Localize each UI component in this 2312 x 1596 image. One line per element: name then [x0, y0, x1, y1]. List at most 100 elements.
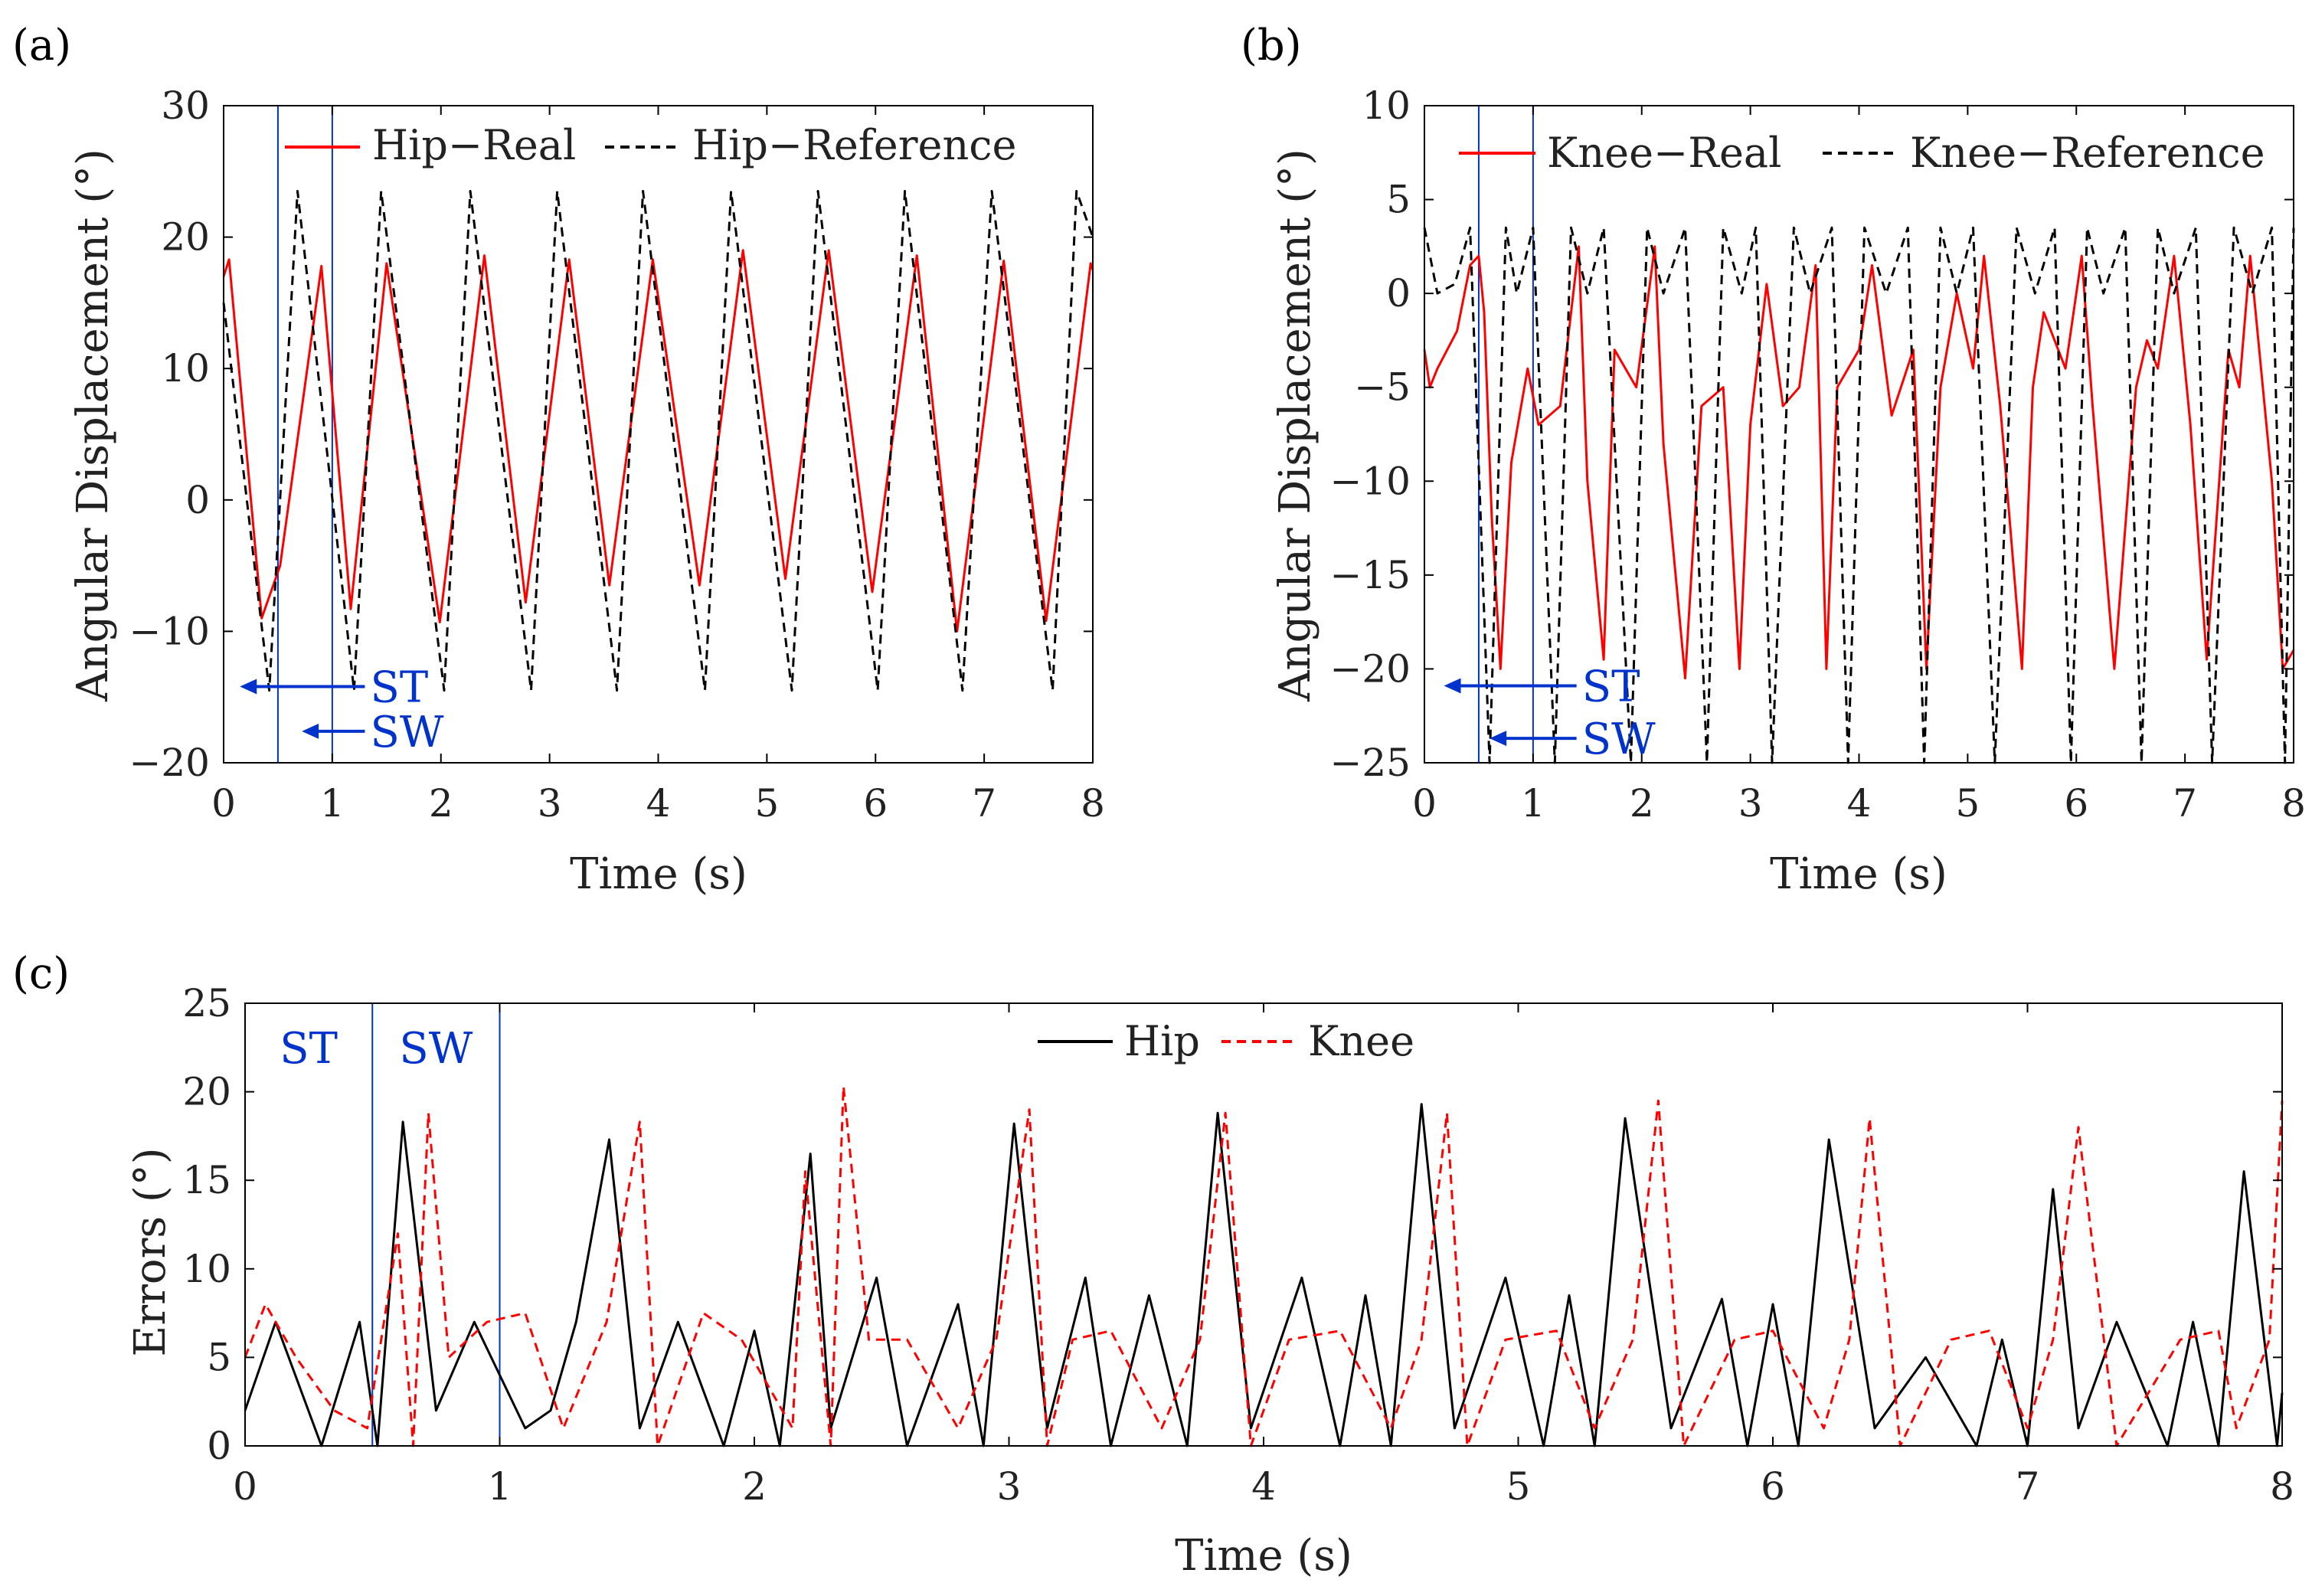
panel-label-b: (b): [1241, 21, 1302, 70]
series-line-hip: [244, 1103, 2284, 1447]
series-line-hip-real: [222, 249, 1094, 633]
x-tick-label: 7: [2016, 1464, 2040, 1509]
legend-label-hip: Hip: [1124, 1017, 1200, 1065]
legend-label-knee: Knee: [1308, 1017, 1414, 1065]
legend-label-knee-reference: Knee−Reference: [1910, 129, 2265, 177]
y-tick-label: 5: [207, 1335, 231, 1379]
x-tick-label: 4: [1847, 781, 1872, 826]
x-tick-label: 6: [863, 781, 888, 826]
series-line-knee: [244, 1085, 2284, 1447]
y-tick-label: 10: [1362, 83, 1411, 128]
x-tick-label: 3: [538, 781, 562, 826]
legend-label-knee-real: Knee−Real: [1547, 129, 1781, 177]
panel-c-legend: Hip Knee: [1038, 1017, 1414, 1065]
phase-label-sw: SW: [399, 1024, 473, 1074]
phase-arrowhead-sw: [302, 723, 319, 739]
panel-b-plot-frame: [1424, 105, 2294, 764]
y-tick-label: 30: [161, 83, 210, 128]
x-tick-label: 1: [488, 1464, 512, 1509]
panel-b-y-axis-label: Angular Displacement (°): [1270, 149, 1320, 702]
x-tick-label: 3: [1738, 781, 1763, 826]
x-tick-label: 8: [2270, 1464, 2294, 1509]
x-tick-label: 4: [646, 781, 671, 826]
y-tick-label: 25: [182, 981, 231, 1025]
panel-c-phase-labels: ST SW: [280, 1024, 473, 1074]
panel-a-x-axis-label: Time (s): [570, 849, 747, 899]
x-tick-label: 5: [754, 781, 779, 826]
panel-b-legend: Knee−Real Knee−Reference: [1459, 129, 2265, 177]
panel-a-hip-angles: (a) Angular Displacement (°) Time (s) ST…: [12, 21, 1105, 899]
panel-c-errors: (c) Errors (°) Time (s) ST SW 0 1 2 3 4 5 6 7 8 0 5…: [12, 949, 2294, 1581]
panel-a-legend: Hip−Real Hip−Reference: [285, 121, 1016, 169]
x-tick-label: 1: [1521, 781, 1545, 826]
y-tick-label: 10: [182, 1247, 231, 1291]
panel-a-y-axis-label: Angular Displacement (°): [68, 149, 118, 702]
panel-label-c: (c): [12, 949, 70, 999]
legend-label-hip-reference: Hip−Reference: [692, 121, 1016, 169]
x-tick-label: 7: [972, 781, 996, 826]
panel-c-y-axis-label: Errors (°): [126, 1147, 175, 1356]
y-tick-label: −10: [1329, 459, 1411, 503]
panel-a-axis-ticks: 0 1 2 3 4 5 6 7 8 −20 −10 0 10 20 30: [129, 83, 1104, 826]
x-tick-label: 6: [2064, 781, 2088, 826]
y-tick-label: 10: [161, 346, 210, 391]
x-tick-label: 0: [1412, 781, 1437, 826]
y-tick-label: 0: [185, 478, 210, 522]
panel-a-phase-lines: [276, 106, 333, 763]
y-tick-label: 0: [207, 1424, 231, 1468]
panel-label-a: (a): [12, 21, 71, 70]
y-tick-label: 5: [1386, 178, 1411, 222]
y-tick-label: −15: [1329, 553, 1411, 597]
y-tick-label: 20: [182, 1070, 231, 1114]
x-tick-label: 5: [1506, 1464, 1531, 1509]
series-line-knee-real: [1423, 245, 2295, 680]
x-tick-label: 2: [429, 781, 453, 826]
legend-label-hip-real: Hip−Real: [372, 121, 576, 169]
x-tick-label: 4: [1251, 1464, 1276, 1509]
series-line-knee-reference: [1423, 226, 2295, 764]
y-tick-label: −20: [129, 741, 210, 785]
phase-arrowhead-st: [240, 679, 257, 695]
x-tick-label: 0: [233, 1464, 257, 1509]
x-tick-label: 1: [320, 781, 345, 826]
phase-label-st: ST: [371, 662, 429, 712]
panel-b-knee-angles: (b) Angular Displacement (°) Time (s) ST…: [1241, 21, 2306, 899]
y-tick-label: −5: [1354, 365, 1411, 410]
y-tick-label: −10: [129, 609, 210, 653]
x-tick-label: 3: [997, 1464, 1022, 1509]
panel-a-series: [222, 190, 1094, 692]
panel-c-phase-lines: [371, 1003, 501, 1446]
x-tick-label: 0: [211, 781, 236, 826]
phase-arrowhead-sw: [1490, 731, 1507, 747]
panel-c-x-axis-label: Time (s): [1175, 1531, 1352, 1581]
y-tick-label: 20: [161, 215, 210, 260]
panel-a-plot-frame: [223, 105, 1094, 764]
phase-arrowhead-st: [1444, 678, 1461, 694]
panel-c-series: [244, 1085, 2284, 1447]
x-tick-label: 8: [2281, 781, 2306, 826]
phase-label-st: ST: [280, 1024, 338, 1074]
panel-b-axis-ticks: 0 1 2 3 4 5 6 7 8 −25 −20 −15 −10 −5 0 5 10: [1329, 83, 2305, 826]
y-tick-label: 0: [1386, 271, 1411, 316]
x-tick-label: 8: [1081, 781, 1105, 826]
x-tick-label: 5: [1955, 781, 1980, 826]
x-tick-label: 6: [1761, 1464, 1785, 1509]
panel-b-x-axis-label: Time (s): [1770, 849, 1947, 899]
phase-label-sw: SW: [1582, 715, 1656, 764]
x-tick-label: 2: [742, 1464, 767, 1509]
panel-c-axis-ticks: 0 1 2 3 4 5 6 7 8 0 5 10 15 20 25: [182, 981, 2294, 1509]
panel-b-series: [1423, 226, 2295, 764]
panel-c-plot-frame: [244, 1002, 2283, 1447]
x-tick-label: 7: [2173, 781, 2197, 826]
y-tick-label: −25: [1329, 741, 1411, 785]
panel-b-phase-lines: [1477, 106, 1534, 763]
x-tick-label: 2: [1630, 781, 1654, 826]
y-tick-label: 15: [182, 1158, 231, 1202]
phase-label-st: ST: [1582, 662, 1640, 711]
y-tick-label: −20: [1329, 646, 1411, 691]
phase-label-sw: SW: [371, 708, 444, 757]
series-line-hip-reference: [222, 190, 1094, 692]
